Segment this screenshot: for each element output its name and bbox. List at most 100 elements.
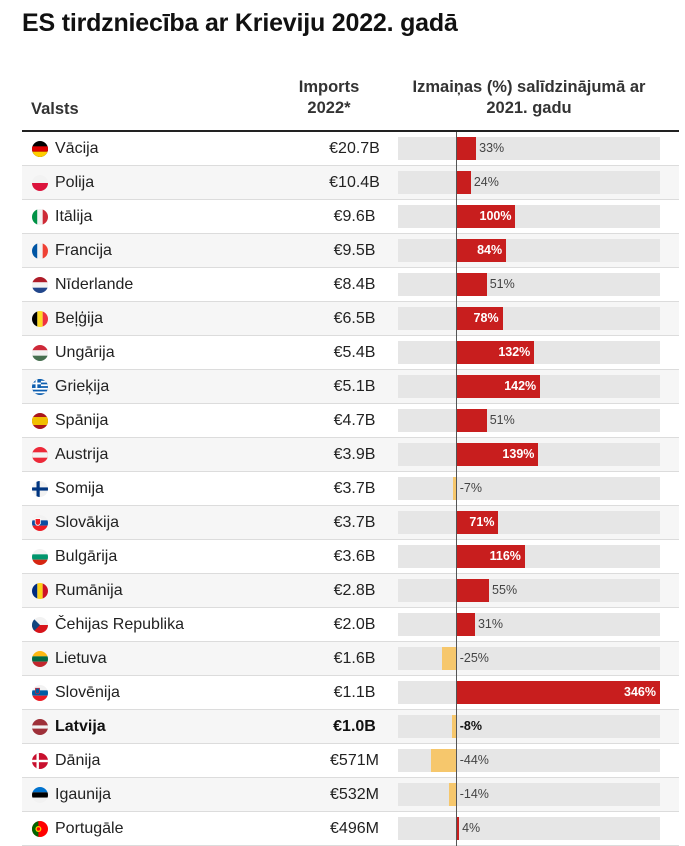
bar-track: 24% <box>398 171 660 194</box>
column-header-country: Valsts <box>31 100 79 118</box>
change-bar-denmark <box>430 749 457 772</box>
country-name-france: Francija <box>55 242 112 259</box>
bar-track: 71% <box>398 511 660 534</box>
slovenia-flag-icon <box>32 685 48 701</box>
country-name-finland: Somija <box>55 480 104 497</box>
change-label-spain: 51% <box>489 413 515 427</box>
imports-value-lithuania: €1.6B <box>333 650 376 667</box>
country-name-slovenia: Slovēnija <box>55 684 120 701</box>
change-bar-greece <box>456 375 541 398</box>
portugal-flag-icon <box>32 821 48 837</box>
change-label-romania: 55% <box>492 583 518 597</box>
country-name-austria: Austrija <box>55 446 109 463</box>
imports-value-latvia: €1.0B <box>333 718 376 735</box>
chart-title: ES tirdzniecība ar Krieviju 2022. gadā <box>22 9 458 37</box>
imports-value-france: €9.5B <box>333 242 376 259</box>
table-row: Austrija €3.9B 139% <box>22 438 679 472</box>
austria-flag-icon <box>32 447 48 463</box>
change-bar-estonia <box>448 783 457 806</box>
imports-value-czechia: €2.0B <box>333 616 376 633</box>
imports-value-austria: €3.9B <box>333 446 376 463</box>
change-bar-netherlands <box>456 273 487 296</box>
change-label-france: 84% <box>477 243 503 257</box>
estonia-flag-icon <box>32 787 48 803</box>
table-row: Slovēnija €1.1B 346% <box>22 676 679 710</box>
change-label-denmark: -44% <box>459 753 489 767</box>
country-name-estonia: Igaunija <box>55 786 112 803</box>
country-name-czechia: Čehijas Republika <box>55 616 184 633</box>
column-header-change-line1: Izmaiņas (%) salīdzinājumā ar <box>412 78 646 96</box>
country-name-denmark: Dānija <box>55 752 101 769</box>
netherlands-flag-icon <box>32 277 48 293</box>
table-row: Francija €9.5B 84% <box>22 234 679 268</box>
denmark-flag-icon <box>32 753 48 769</box>
header-divider <box>22 130 679 132</box>
change-bar-austria <box>456 443 539 466</box>
table-row: Ungārija €5.4B 132% <box>22 336 679 370</box>
bar-track: 100% <box>398 205 660 228</box>
change-label-netherlands: 51% <box>489 277 515 291</box>
imports-value-belgium: €6.5B <box>333 310 376 327</box>
change-bar-latvia <box>452 715 457 738</box>
bar-track: -7% <box>398 477 660 500</box>
imports-value-slovakia: €3.7B <box>333 514 376 531</box>
change-label-czechia: 31% <box>477 617 503 631</box>
zero-baseline <box>456 132 458 846</box>
country-name-germany: Vācija <box>55 140 99 157</box>
table-row: Rumānija €2.8B 55% <box>22 574 679 608</box>
column-header-change: Izmaiņas (%) salīdzinājumā ar 2021. gadu <box>398 77 660 119</box>
bar-track: 33% <box>398 137 660 160</box>
change-label-portugal: 4% <box>462 821 481 835</box>
germany-flag-icon <box>32 141 48 157</box>
change-label-poland: 24% <box>473 175 499 189</box>
column-header-imports-line2: 2022* <box>307 99 351 117</box>
change-label-hungary: 132% <box>498 345 531 359</box>
change-label-slovenia: 346% <box>624 685 656 699</box>
imports-value-portugal: €496M <box>330 820 379 837</box>
country-name-latvia: Latvija <box>55 718 106 735</box>
bar-track: 51% <box>398 409 660 432</box>
finland-flag-icon <box>32 481 48 497</box>
table-row: Nīderlande €8.4B 51% <box>22 268 679 302</box>
change-label-bulgaria: 116% <box>489 549 521 563</box>
bar-track: 346% <box>398 681 660 704</box>
table-row: Beļģija €6.5B 78% <box>22 302 679 336</box>
country-name-poland: Polija <box>55 174 95 191</box>
table-row: Grieķija €5.1B 142% <box>22 370 679 404</box>
table-row: Spānija €4.7B 51% <box>22 404 679 438</box>
change-bar-finland <box>452 477 457 500</box>
change-bar-romania <box>456 579 490 602</box>
bar-track: -8% <box>398 715 660 738</box>
imports-value-estonia: €532M <box>330 786 379 803</box>
change-bar-italy <box>456 205 516 228</box>
change-bar-lithuania <box>442 647 457 670</box>
table-row: Dānija €571M -44% <box>22 744 679 778</box>
table-row: Latvija €1.0B -8% <box>22 710 679 744</box>
change-bar-hungary <box>456 341 535 364</box>
imports-value-poland: €10.4B <box>329 174 380 191</box>
change-label-estonia: -14% <box>459 787 489 801</box>
country-name-hungary: Ungārija <box>55 344 115 361</box>
country-name-belgium: Beļģija <box>55 310 104 327</box>
spain-flag-icon <box>32 413 48 429</box>
bar-track: -14% <box>398 783 660 806</box>
country-name-italy: Itālija <box>55 208 93 225</box>
country-name-spain: Spānija <box>55 412 109 429</box>
table-row: Somija €3.7B -7% <box>22 472 679 506</box>
poland-flag-icon <box>32 175 48 191</box>
belgium-flag-icon <box>32 311 48 327</box>
bar-track: 31% <box>398 613 660 636</box>
column-header-imports: Imports 2022* <box>270 77 388 119</box>
table-row: Portugāle €496M 4% <box>22 812 679 846</box>
imports-value-denmark: €571M <box>330 752 379 769</box>
change-bar-poland <box>456 171 471 194</box>
latvia-flag-icon <box>32 719 48 735</box>
table-row: Itālija €9.6B 100% <box>22 200 679 234</box>
change-label-germany: 33% <box>479 141 505 155</box>
change-bar-bulgaria <box>456 545 525 568</box>
imports-value-spain: €4.7B <box>333 412 376 429</box>
country-name-greece: Grieķija <box>55 378 110 395</box>
bar-track: 132% <box>398 341 660 364</box>
imports-value-bulgaria: €3.6B <box>333 548 376 565</box>
column-header-imports-line1: Imports <box>298 78 360 96</box>
